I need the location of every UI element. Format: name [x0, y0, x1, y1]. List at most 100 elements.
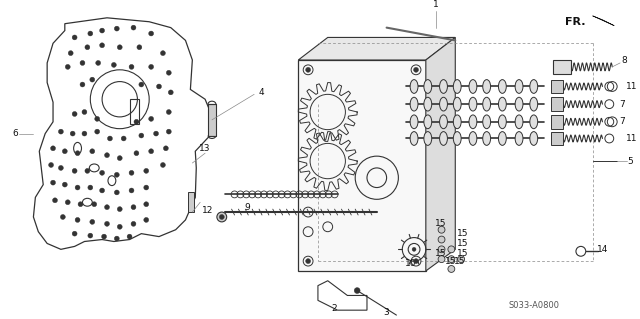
- Circle shape: [129, 64, 134, 69]
- Ellipse shape: [424, 80, 432, 93]
- Text: 11: 11: [626, 82, 637, 91]
- Circle shape: [78, 202, 83, 207]
- Circle shape: [62, 149, 67, 154]
- Circle shape: [70, 131, 75, 136]
- Ellipse shape: [530, 80, 538, 93]
- Text: FR.: FR.: [564, 17, 585, 27]
- Circle shape: [51, 146, 56, 151]
- Ellipse shape: [515, 97, 523, 111]
- Circle shape: [148, 31, 154, 36]
- Circle shape: [144, 202, 148, 207]
- Polygon shape: [426, 37, 455, 271]
- Text: 5: 5: [627, 157, 633, 166]
- Circle shape: [85, 168, 90, 173]
- Circle shape: [166, 109, 172, 115]
- Circle shape: [75, 151, 80, 156]
- Circle shape: [75, 218, 80, 222]
- Polygon shape: [298, 37, 455, 60]
- Circle shape: [115, 172, 119, 177]
- Ellipse shape: [530, 97, 538, 111]
- Ellipse shape: [424, 115, 432, 129]
- Circle shape: [161, 51, 165, 56]
- Circle shape: [306, 67, 310, 72]
- Text: 15: 15: [458, 229, 469, 238]
- Circle shape: [137, 45, 142, 50]
- Circle shape: [148, 64, 154, 69]
- Circle shape: [438, 256, 445, 263]
- Circle shape: [96, 61, 100, 65]
- Circle shape: [111, 63, 116, 67]
- Circle shape: [448, 246, 455, 253]
- Circle shape: [144, 185, 148, 190]
- Circle shape: [58, 129, 63, 134]
- Ellipse shape: [483, 115, 491, 129]
- Circle shape: [148, 116, 154, 121]
- Circle shape: [52, 198, 58, 203]
- Circle shape: [115, 26, 119, 31]
- Bar: [554, 60, 571, 74]
- Text: 9: 9: [244, 203, 250, 212]
- Circle shape: [100, 188, 104, 193]
- Ellipse shape: [469, 80, 477, 93]
- Circle shape: [139, 133, 144, 138]
- Circle shape: [144, 168, 148, 173]
- Text: 15: 15: [445, 256, 456, 266]
- Circle shape: [102, 234, 106, 239]
- Text: 7: 7: [619, 117, 625, 126]
- Text: 7: 7: [619, 100, 625, 109]
- Circle shape: [458, 256, 465, 263]
- Polygon shape: [593, 16, 614, 26]
- Circle shape: [72, 35, 77, 40]
- Ellipse shape: [440, 132, 447, 145]
- Circle shape: [65, 200, 70, 205]
- Circle shape: [144, 218, 148, 222]
- Circle shape: [220, 214, 224, 219]
- Ellipse shape: [410, 132, 418, 145]
- Circle shape: [131, 221, 136, 226]
- Circle shape: [95, 129, 100, 134]
- Circle shape: [65, 64, 70, 69]
- Ellipse shape: [453, 80, 461, 93]
- Circle shape: [166, 129, 172, 134]
- Polygon shape: [298, 60, 426, 271]
- Text: 15: 15: [458, 239, 469, 248]
- Circle shape: [104, 205, 109, 210]
- Circle shape: [100, 28, 104, 33]
- Circle shape: [90, 219, 95, 224]
- Ellipse shape: [410, 80, 418, 93]
- Circle shape: [82, 109, 87, 115]
- Circle shape: [127, 234, 132, 239]
- Circle shape: [88, 233, 93, 238]
- Text: 15: 15: [435, 219, 446, 228]
- Circle shape: [117, 207, 122, 211]
- Circle shape: [148, 149, 154, 154]
- Text: 8: 8: [621, 56, 627, 65]
- Ellipse shape: [424, 132, 432, 145]
- Circle shape: [72, 112, 77, 116]
- Circle shape: [438, 236, 445, 243]
- Circle shape: [134, 119, 139, 124]
- Bar: [208, 104, 216, 136]
- Ellipse shape: [483, 80, 491, 93]
- Circle shape: [115, 190, 119, 195]
- Circle shape: [168, 90, 173, 95]
- Circle shape: [154, 131, 159, 136]
- Circle shape: [100, 170, 104, 175]
- Circle shape: [438, 226, 445, 233]
- Circle shape: [80, 61, 85, 65]
- Text: 2: 2: [332, 304, 337, 313]
- Circle shape: [95, 116, 100, 121]
- Ellipse shape: [453, 97, 461, 111]
- Circle shape: [68, 51, 73, 56]
- Circle shape: [354, 288, 360, 293]
- Circle shape: [217, 212, 227, 222]
- Bar: [552, 132, 563, 145]
- Circle shape: [412, 247, 416, 251]
- Circle shape: [72, 231, 77, 236]
- Ellipse shape: [410, 97, 418, 111]
- Circle shape: [131, 205, 136, 210]
- Circle shape: [115, 236, 119, 241]
- Text: 12: 12: [202, 206, 214, 215]
- Circle shape: [108, 136, 113, 141]
- Text: S033-A0800: S033-A0800: [508, 301, 559, 310]
